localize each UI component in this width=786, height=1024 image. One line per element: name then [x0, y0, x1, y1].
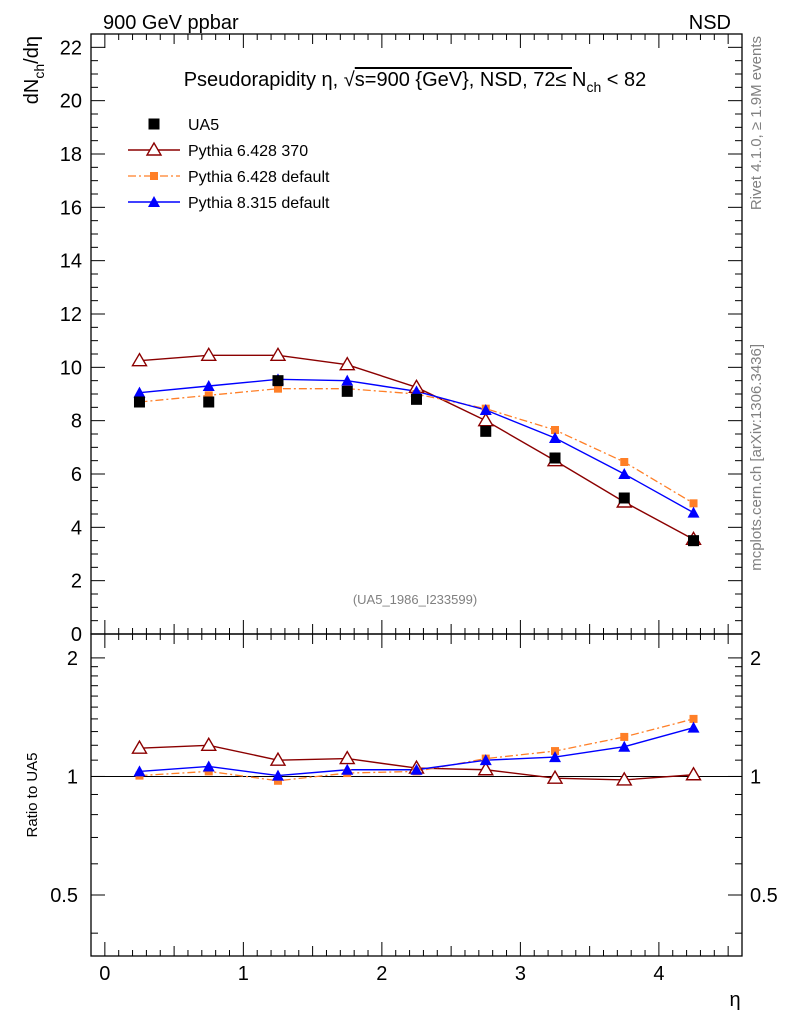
ratio-plot	[131, 714, 702, 786]
legend-marker	[150, 172, 158, 180]
ratio-point	[620, 732, 629, 741]
series-point	[273, 384, 282, 393]
ratio-point	[271, 769, 284, 781]
y-tick-label: 0	[71, 624, 82, 646]
series-point	[202, 380, 215, 391]
data-point	[549, 452, 561, 464]
y-tick-label: 6	[71, 464, 82, 486]
y-tick-label: 16	[60, 197, 82, 219]
data-point	[480, 425, 492, 437]
series-point	[549, 432, 562, 443]
y-tick-label: 8	[71, 411, 82, 433]
ratio-point	[551, 747, 560, 756]
ratio-point	[341, 763, 354, 775]
rivet-label: Rivet 4.1.0, ≥ 1.9M events	[748, 36, 765, 210]
ratio-point	[687, 721, 700, 733]
ratio-point	[273, 776, 282, 785]
y-tick-label: 22	[60, 37, 82, 59]
y-tick-label: 10	[60, 357, 82, 379]
series-point	[269, 346, 287, 362]
ratio-tick-label-right: 2	[750, 648, 761, 670]
ratio-point	[410, 763, 423, 775]
ratio-axis-label: Ratio to UA5	[24, 752, 41, 837]
ratio-tick-label-right: 0.5	[750, 885, 778, 907]
ratio-point	[202, 760, 215, 772]
ratio-point	[549, 751, 562, 763]
ratio-point	[269, 751, 287, 766]
y-tick-label: 18	[60, 144, 82, 166]
x-tick-label: 2	[376, 963, 387, 985]
x-axis: 0 1 2 3 4	[99, 34, 729, 985]
data-point	[203, 396, 215, 408]
series-point	[618, 468, 631, 479]
series-point	[131, 352, 148, 367]
series-point	[620, 458, 629, 466]
data-point	[411, 393, 422, 405]
ratio-point	[616, 771, 633, 786]
legend-label: Pythia 6.428 default	[188, 169, 330, 186]
ratio-point	[477, 761, 494, 776]
legend-label: Pythia 8.315 default	[188, 195, 330, 212]
series-point	[200, 346, 217, 362]
ratio-point	[200, 736, 217, 751]
legend-label: UA5	[188, 117, 219, 134]
series-point	[204, 391, 213, 400]
x-tick-label: 1	[238, 963, 249, 985]
ratio-point	[546, 769, 564, 784]
series-point	[133, 386, 146, 398]
y-tick-label: 14	[60, 251, 82, 273]
legend-marker	[145, 141, 163, 156]
header-right-title: NSD	[689, 12, 731, 34]
y-tick-label: 4	[71, 517, 82, 539]
main-plot	[131, 346, 702, 547]
ratio-point	[133, 765, 146, 777]
chart-title: Pseudorapidity η, √s=900 {GeV}, NSD, 72≤…	[184, 69, 647, 95]
series-point	[341, 374, 354, 386]
x-axis-label: η	[729, 989, 740, 1011]
legend: UA5 Pythia 6.428 370 Pythia 6.428 default P…	[128, 117, 330, 212]
series-point	[687, 506, 700, 518]
ratio-point	[618, 740, 631, 752]
series-point	[339, 356, 356, 371]
ratio-axes: 0.5 0.5 1 1 2 2	[50, 648, 778, 934]
series-point	[689, 499, 698, 508]
data-point	[618, 492, 630, 504]
analysis-label: (UA5_1986_I233599)	[353, 592, 477, 607]
data-point	[272, 375, 284, 387]
data-point	[341, 385, 353, 397]
legend-marker	[148, 118, 160, 130]
legend-label: Pythia 6.428 370	[188, 143, 308, 160]
series-point	[410, 385, 423, 397]
ratio-point	[479, 754, 492, 766]
ratio-point	[689, 714, 698, 723]
series-point	[479, 404, 492, 415]
ratio-frame	[90, 633, 743, 957]
data-point	[133, 396, 145, 408]
y-tick-label: 2	[71, 571, 82, 593]
ratio-point	[339, 750, 356, 765]
header-left-title: 900 GeV ppbar	[103, 12, 239, 34]
y-tick-label: 12	[60, 304, 82, 326]
x-tick-label: 3	[515, 963, 526, 985]
data-point	[688, 535, 700, 547]
y-axis-label: dNch/dη	[21, 36, 47, 104]
x-tick-label: 4	[653, 963, 664, 985]
mcplots-label: mcplots.cern.ch [arXiv:1306.3436]	[748, 344, 765, 571]
legend-marker	[148, 196, 160, 207]
series-point	[551, 426, 560, 434]
ratio-tick-label: 2	[67, 648, 78, 670]
ratio-point	[685, 766, 702, 781]
ratio-tick-label: 1	[67, 766, 78, 788]
ratio-tick-label-right: 1	[750, 766, 761, 788]
y-tick-label: 20	[60, 91, 82, 113]
main-axes: 0 2 4 6 8 10 12 14 16 18 20 22	[60, 33, 742, 646]
ratio-tick-label: 0.5	[50, 885, 78, 907]
series-line-2	[139, 388, 694, 504]
series-point	[477, 412, 494, 427]
ratio-point	[131, 739, 148, 754]
x-tick-label: 0	[99, 963, 110, 985]
